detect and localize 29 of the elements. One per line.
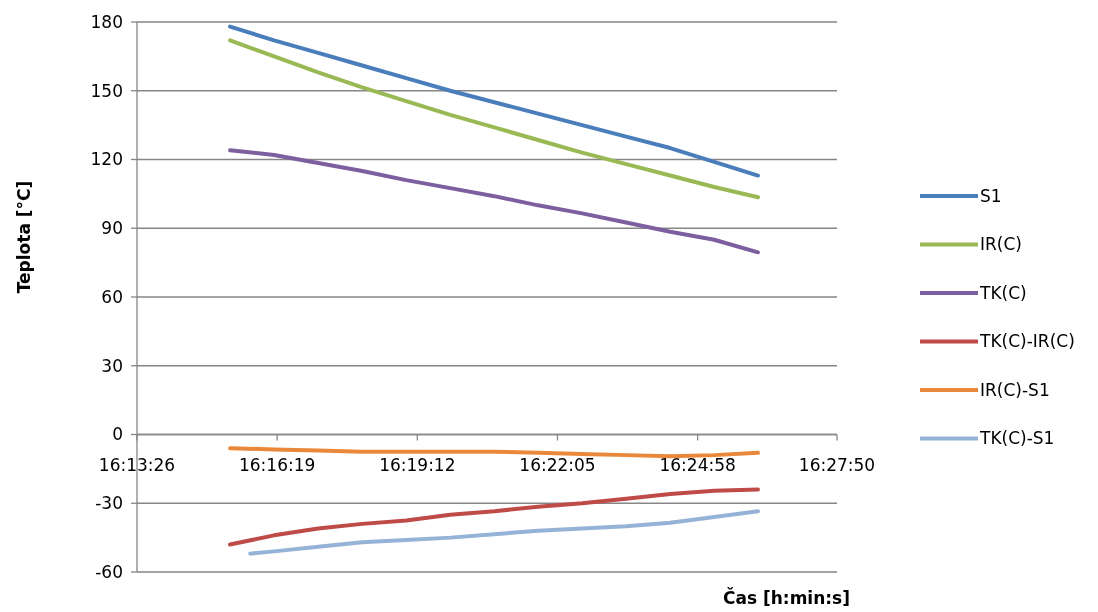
x-axis-title: Čas [h:min:s] (723, 587, 850, 608)
y-tick-label: 150 (90, 80, 123, 101)
x-tick-label: 16:22:05 (519, 454, 596, 475)
y-axis-title: Teplota [°C] (14, 180, 34, 294)
legend-label: TK(C)-IR(C) (979, 331, 1075, 352)
legend-label: TK(C) (979, 282, 1027, 303)
y-tick-label: 180 (90, 11, 123, 32)
legend-label: TK(C)-S1 (979, 428, 1055, 449)
legend-label: S1 (980, 185, 1002, 206)
x-tick-label: 16:19:12 (379, 454, 456, 475)
legend-label: IR(C) (980, 234, 1022, 255)
x-tick-label: 16:16:19 (238, 454, 316, 475)
line-series (228, 24, 760, 178)
y-tick-label: 120 (90, 149, 123, 170)
y-tick-label: 30 (101, 355, 123, 376)
y-tick-label: -30 (95, 493, 123, 514)
y-tick-label: 60 (101, 286, 123, 307)
line-series (228, 446, 760, 459)
y-tick-label: 0 (112, 424, 123, 445)
y-tick-label: -60 (95, 561, 123, 582)
line-series (228, 38, 760, 200)
x-tick-label: 16:13:26 (98, 454, 176, 475)
y-tick-label: 90 (101, 218, 123, 239)
x-tick-label: 16:27:50 (798, 454, 876, 475)
line-series (248, 509, 760, 556)
x-tick-label: 16:24:58 (659, 454, 736, 475)
line-series (228, 148, 760, 255)
legend-label: IR(C)-S1 (980, 379, 1050, 400)
line-series (228, 487, 760, 547)
